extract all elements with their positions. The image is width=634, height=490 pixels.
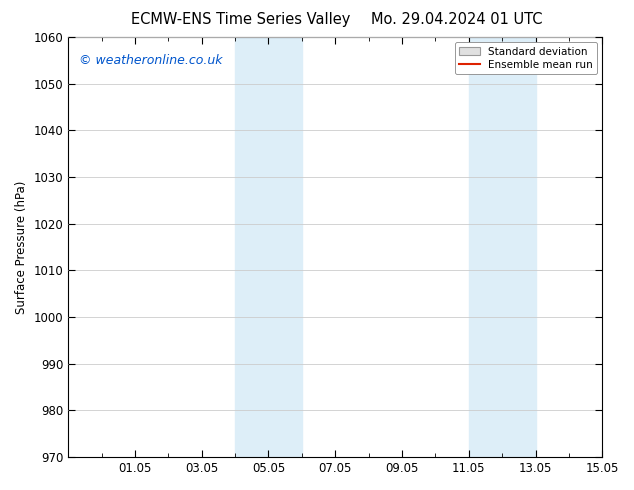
- Legend: Standard deviation, Ensemble mean run: Standard deviation, Ensemble mean run: [455, 42, 597, 74]
- Text: © weatheronline.co.uk: © weatheronline.co.uk: [79, 54, 223, 67]
- Text: Mo. 29.04.2024 01 UTC: Mo. 29.04.2024 01 UTC: [371, 12, 542, 27]
- Bar: [235, 37, 302, 457]
- Text: ECMW-ENS Time Series Valley: ECMW-ENS Time Series Valley: [131, 12, 351, 27]
- Bar: [469, 37, 536, 457]
- Y-axis label: Surface Pressure (hPa): Surface Pressure (hPa): [15, 180, 28, 314]
